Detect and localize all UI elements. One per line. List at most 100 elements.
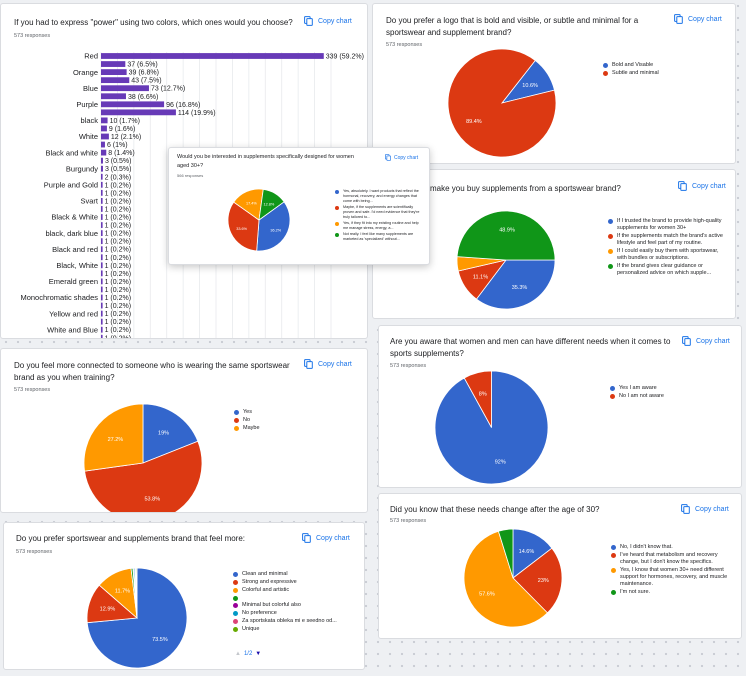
category-label: black: [80, 116, 98, 125]
bar-value-label: 1 (0.2%): [105, 182, 131, 189]
pie-slice: [142, 403, 199, 464]
copy-chart-button[interactable]: Copy chart: [304, 16, 352, 26]
legend-swatch: [233, 627, 238, 632]
bar: [101, 222, 103, 228]
category-label: Orange: [73, 68, 98, 77]
copy-chart-button[interactable]: Copy chart: [681, 504, 729, 514]
bar: [101, 246, 103, 253]
slice-label: 36.2%: [270, 228, 281, 232]
buy-card-title: make you buy supplements from a sportswe…: [430, 184, 621, 193]
women30-pie-chart: 36.2% 33.6% 17.4% 12.8%: [227, 188, 291, 252]
category-label: Purple and Gold: [44, 181, 98, 190]
pager-next-icon[interactable]: ▼: [255, 651, 262, 657]
power-bar-chart: 339 (59.2%) Red 37 (6.5%)39 (6.8%) Orange 43…: [20, 52, 364, 338]
legend-swatch: [608, 264, 613, 269]
legend-item: Minimal but colorful also: [233, 602, 358, 609]
legend-swatch: [233, 603, 238, 608]
slice-label: 48.9%: [499, 228, 515, 234]
bar-value-label: 1 (0.2%): [105, 247, 131, 254]
after30-card-responses: 573 responses: [390, 518, 427, 524]
legend-label: Colorful and artistic: [242, 587, 290, 593]
bar: [101, 85, 149, 92]
slice-label: 33.6%: [236, 227, 247, 231]
bar: [101, 254, 103, 261]
bar: [101, 157, 103, 164]
copy-chart-label: Copy chart: [318, 360, 352, 368]
bar: [101, 77, 130, 84]
bar-value-label: 1 (0.2%): [105, 231, 131, 238]
bar: [101, 318, 103, 325]
bar-value-label: 1 (0.2%): [105, 198, 131, 205]
bar-value-label: 1 (0.2%): [105, 271, 131, 278]
legend-swatch: [233, 588, 238, 593]
copy-icon: [304, 359, 313, 369]
buy-pie-chart: 35.3% 11.1% 48.9%: [456, 210, 556, 310]
legend-item: If the brand gives clear guidance or per…: [608, 263, 723, 277]
pager-label: 1/2: [243, 651, 253, 657]
legend-pager: ▲ 1/2 ▼: [235, 651, 261, 657]
legend-swatch: [233, 611, 238, 616]
bar-value-label: 1 (0.2%): [105, 239, 131, 246]
bar: [101, 326, 103, 333]
women30-card-responses: 566 responses: [177, 173, 204, 178]
legend-item: Clean and minimal: [233, 571, 358, 578]
bar: [101, 173, 103, 180]
bar: [101, 53, 324, 59]
bar: [101, 294, 103, 301]
category-label: Black & White: [51, 213, 98, 222]
pie-slice: [463, 370, 492, 428]
logo-card-responses: 573 responses: [386, 42, 423, 48]
copy-chart-button[interactable]: Copy chart: [682, 336, 730, 346]
copy-icon: [678, 181, 687, 191]
legend-swatch: [233, 596, 238, 601]
legend-label: Yes: [243, 409, 252, 415]
bar-value-label: 1 (0.2%): [105, 279, 131, 286]
legend-item: Strong and expressive: [233, 579, 358, 586]
bar-value-label: 8 (1.4%): [108, 150, 134, 157]
women30-overlay-card: Would you be interested in supplements s…: [168, 147, 430, 265]
legend-label: Maybe, if the supplements are scientific…: [343, 205, 420, 219]
connected-card: Do you feel more connected to someone wh…: [0, 348, 368, 513]
bar: [101, 165, 103, 172]
legend-swatch: [611, 553, 616, 558]
copy-chart-label: Copy chart: [692, 182, 726, 190]
feel-card-responses: 573 responses: [16, 549, 53, 555]
legend-swatch: [233, 572, 238, 577]
copy-chart-button[interactable]: Copy chart: [674, 14, 722, 24]
legend-label: I've heard that metabolism and recovery …: [620, 552, 718, 565]
category-label: Emerald green: [49, 277, 98, 286]
legend-swatch: [611, 568, 616, 573]
slice-label: 92%: [495, 459, 506, 465]
bar-value-label: 96 (16.8%): [166, 102, 200, 109]
copy-chart-label: Copy chart: [696, 337, 730, 345]
legend-item: Unique: [233, 626, 358, 633]
pie-slice: [475, 259, 556, 310]
after30-card: Did you know that these needs change aft…: [378, 493, 742, 639]
legend-item: No preference: [233, 610, 358, 617]
copy-chart-button[interactable]: Copy chart: [385, 154, 418, 161]
legend-item: No I am not aware: [610, 393, 730, 400]
copy-chart-button[interactable]: Copy chart: [302, 533, 350, 543]
legend-label: If I could easily buy them with sportswe…: [617, 248, 719, 261]
legend-label: No, I didn't know that.: [620, 544, 673, 550]
copy-chart-button[interactable]: Copy chart: [304, 359, 352, 369]
bar-value-label: 9 (1.6%): [109, 126, 135, 133]
legend-swatch: [335, 221, 339, 226]
slice-label: 14.6%: [519, 549, 535, 555]
copy-chart-button[interactable]: Copy chart: [678, 181, 726, 191]
pager-prev-icon[interactable]: ▲: [235, 651, 241, 657]
slice-label: 12.8%: [263, 203, 274, 207]
bar: [101, 125, 107, 132]
connected-legend: Yes No Maybe: [234, 409, 354, 433]
pie-slice: [84, 440, 203, 512]
legend-swatch: [234, 410, 239, 415]
feel-legend: Clean and minimal Strong and expressive Co…: [233, 571, 358, 634]
connected-pie-chart: 19% 53.8% 27.2%: [83, 403, 203, 512]
bar-value-label: 1 (0.2%): [105, 215, 131, 222]
bar: [101, 230, 103, 236]
legend-label: Subtle and minimal: [612, 70, 659, 76]
copy-chart-label: Copy chart: [318, 17, 352, 25]
legend-item: I'm not sure.: [611, 589, 731, 596]
pie-slice: [83, 403, 144, 472]
pie-slice: [227, 201, 260, 252]
